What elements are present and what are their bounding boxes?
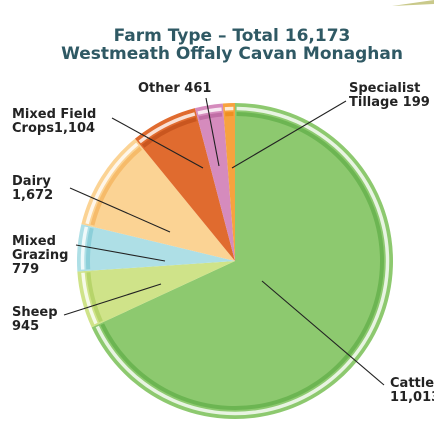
slice-label-other: Other 461 — [138, 81, 211, 96]
slice-label-cattle-line-2: 11,013 — [390, 390, 434, 405]
chart-title: Farm Type – Total 16,173 — [114, 26, 351, 46]
slice-label-dairy-line-2: 1,672 — [12, 188, 53, 203]
slice-label-sheep-line-1: Sheep — [12, 305, 58, 320]
slice-label-other-line-1: Other 461 — [138, 81, 211, 96]
slice-label-specialist-tillage-line-2: Tillage 199 — [349, 95, 430, 110]
slice-label-mixed-field-crops-line-2: Crops1,104 — [12, 121, 95, 136]
slice-label-mixed-field-crops-line-1: Mixed Field — [12, 107, 96, 122]
slice-label-dairy-line-1: Dairy — [12, 174, 51, 189]
slice-label-specialist-tillage-line-1: Specialist — [349, 81, 420, 96]
corner-accent-shape — [392, 0, 434, 6]
slice-label-mixed-grazing-line-1: Mixed — [12, 234, 56, 249]
slice-label-cattle-line-1: Cattle — [390, 376, 434, 391]
pie-slices — [77, 103, 393, 419]
slice-label-mixed-grazing-line-3: 779 — [12, 262, 39, 277]
corner-decoration — [392, 0, 434, 6]
slice-label-sheep-line-2: 945 — [12, 319, 39, 334]
chart-subtitle: Westmeath Offaly Cavan Monaghan — [61, 44, 403, 64]
slice-label-mixed-grazing-line-2: Grazing — [12, 248, 68, 263]
